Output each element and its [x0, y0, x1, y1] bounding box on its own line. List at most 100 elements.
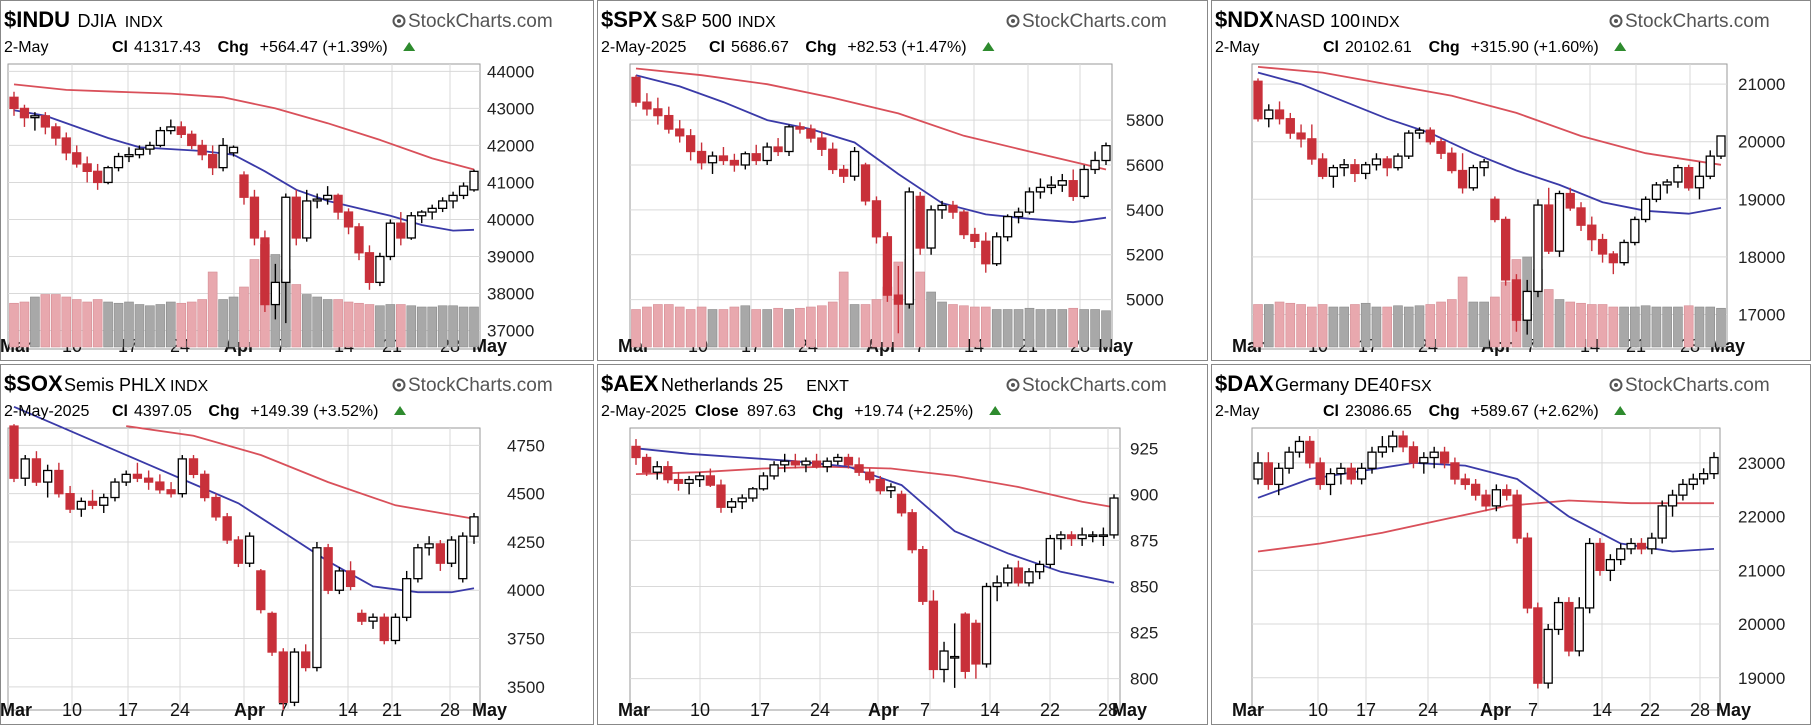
- candle: [1024, 187, 1035, 215]
- candle: [1315, 457, 1325, 490]
- candle: [893, 265, 903, 334]
- candle-body: [806, 128, 816, 139]
- candle: [971, 619, 981, 679]
- candle: [675, 120, 685, 143]
- change-value: +149.39 (+3.52%): [250, 403, 378, 420]
- chart-date: 2-May: [1215, 39, 1259, 56]
- volume-bar: [40, 294, 51, 348]
- candle-body: [1564, 601, 1574, 652]
- candle: [1066, 531, 1077, 546]
- candle-body: [1522, 537, 1533, 609]
- candle-body: [875, 478, 885, 492]
- candle: [843, 453, 854, 469]
- volume-bar: [1317, 304, 1328, 348]
- candle: [784, 124, 794, 157]
- x-tick-label: Mar: [0, 700, 32, 720]
- chart-symbol: $DAX: [1215, 371, 1274, 396]
- candle-body: [1101, 145, 1111, 162]
- candle-body: [970, 233, 980, 242]
- candle-body: [1694, 175, 1705, 189]
- candle-body: [737, 497, 747, 503]
- candle-body: [1554, 192, 1565, 252]
- candle: [1511, 274, 1522, 332]
- candle: [981, 582, 992, 668]
- candle: [9, 424, 19, 483]
- candle-body: [1350, 164, 1360, 175]
- candle-body: [948, 204, 958, 213]
- candle-body: [1553, 601, 1564, 631]
- close-label: Cl: [709, 39, 725, 56]
- x-tick-label: 22: [1640, 700, 1660, 720]
- logo-ring: [1609, 378, 1623, 392]
- candle-body: [30, 115, 40, 119]
- candle-body: [1511, 279, 1522, 321]
- candle-body: [1512, 494, 1522, 539]
- candle: [1619, 239, 1629, 266]
- candle-body: [76, 500, 86, 510]
- candle: [1425, 127, 1435, 145]
- candle: [322, 186, 333, 205]
- candle: [1439, 446, 1450, 469]
- candle: [145, 141, 155, 155]
- volume-bar: [448, 305, 458, 348]
- candle: [1253, 452, 1263, 485]
- candle: [30, 112, 40, 131]
- volume-bar: [685, 309, 696, 348]
- candle: [1479, 159, 1489, 177]
- ma-long-line: [635, 465, 1115, 509]
- candle: [696, 142, 707, 170]
- candle: [1307, 124, 1317, 165]
- candle: [1574, 597, 1584, 657]
- candle: [375, 252, 385, 287]
- candle-body: [1651, 184, 1662, 200]
- candle-body: [1046, 184, 1056, 189]
- candle: [1034, 560, 1045, 580]
- candle-body: [406, 215, 416, 239]
- x-tick-label: 17: [750, 700, 770, 720]
- x-tick-label: 21: [382, 700, 402, 720]
- candle-body: [1429, 451, 1439, 459]
- x-tick-label: May: [1112, 700, 1147, 720]
- candle: [1296, 124, 1306, 148]
- candle: [1450, 457, 1460, 485]
- chart-exchange: INDX: [1361, 14, 1400, 31]
- close-value: 5686.67: [731, 39, 789, 56]
- chart-panel-ndx: 2100020000190001800017000Mar101724Apr714…: [1211, 0, 1811, 361]
- candle-body: [780, 460, 790, 466]
- close-value: 23086.65: [1345, 403, 1412, 420]
- candle: [1393, 153, 1403, 171]
- candle-body: [87, 500, 98, 506]
- candle: [1522, 532, 1533, 614]
- stockcharts-logo-icon: [1006, 378, 1020, 392]
- volume-bar: [795, 307, 805, 348]
- candle-body: [1294, 440, 1305, 453]
- candle-body: [155, 129, 166, 147]
- candle: [103, 165, 113, 185]
- volume-bar: [1046, 309, 1057, 348]
- candle: [1356, 462, 1367, 485]
- candle-body: [1296, 132, 1306, 140]
- chart-panel-aex: 925 900 875 850 825 800 Mar 10 17 24 Apr 7 14 22 28May…: [597, 364, 1208, 725]
- candle: [1565, 187, 1575, 211]
- candle-body: [1490, 198, 1500, 221]
- stockcharts-logo-icon: [1006, 14, 1020, 28]
- ma-short-line: [13, 109, 475, 232]
- logo-ring: [1609, 14, 1623, 28]
- close-value: 20102.61: [1345, 39, 1412, 56]
- volume-bar: [354, 302, 364, 348]
- candle: [1640, 196, 1651, 223]
- candle-body: [915, 195, 925, 249]
- candle-body: [166, 489, 176, 495]
- candle-body: [1393, 155, 1403, 169]
- candle: [1056, 531, 1066, 550]
- candle: [1636, 538, 1647, 555]
- x-tick-label: 22: [1040, 700, 1060, 720]
- candle: [1501, 216, 1511, 286]
- candle: [762, 142, 772, 165]
- candle: [950, 623, 960, 688]
- candle-body: [1544, 204, 1554, 252]
- candle-body: [1408, 446, 1419, 464]
- x-tick-label: 7: [1528, 700, 1538, 720]
- up-arrow-icon: [1614, 406, 1627, 415]
